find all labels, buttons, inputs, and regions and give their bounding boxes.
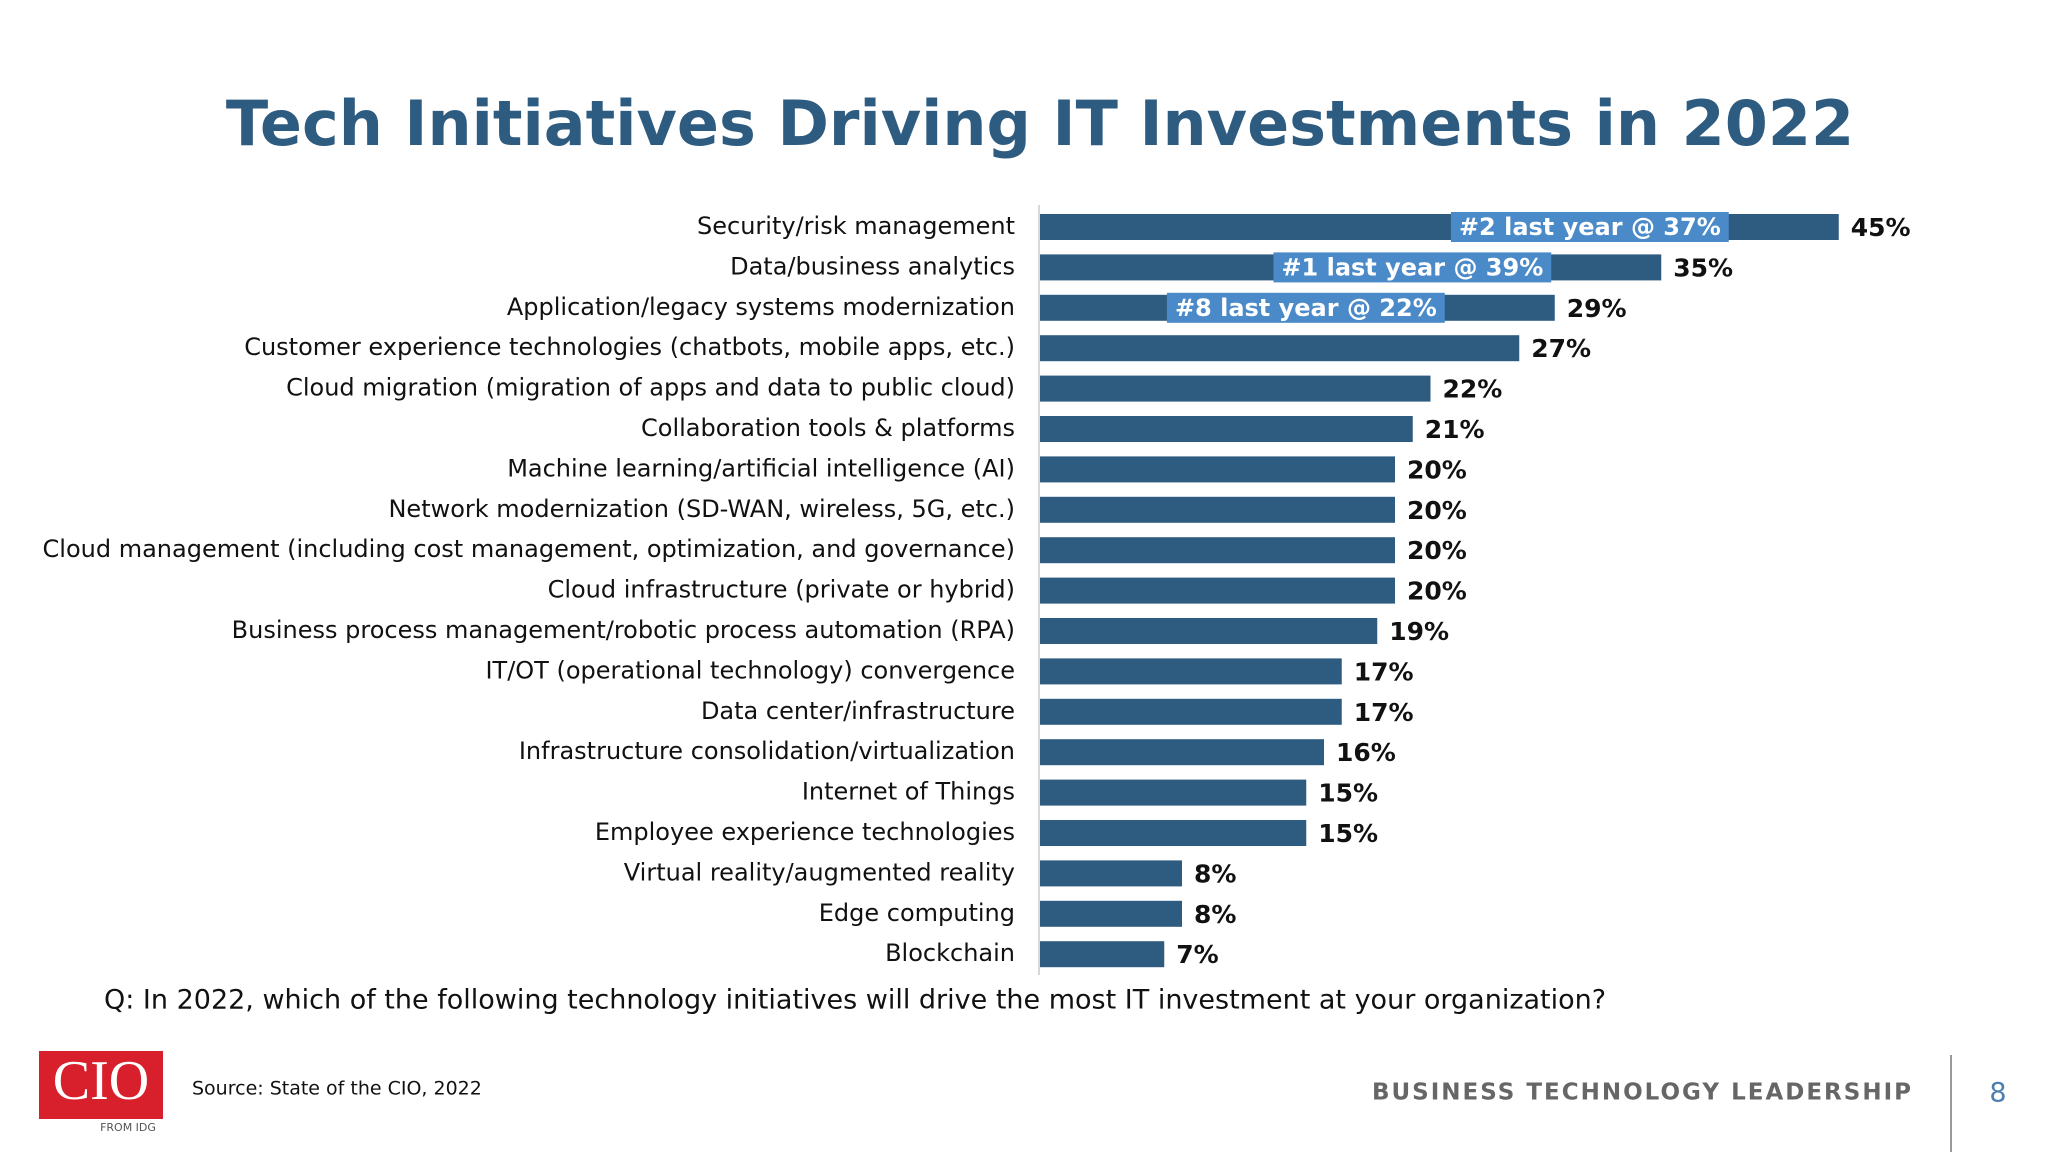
category-label: Cloud management (including cost managem… <box>43 535 1015 563</box>
bar <box>1040 496 1395 523</box>
category-label: Internet of Things <box>802 778 1015 806</box>
value-label: 45% <box>1851 213 1911 242</box>
value-label: 20% <box>1407 455 1467 484</box>
category-label: Machine learning/artificial intelligence… <box>507 454 1015 482</box>
value-label: 16% <box>1336 738 1396 767</box>
value-label: 7% <box>1176 940 1218 969</box>
value-label: 21% <box>1425 415 1485 444</box>
value-label: 27% <box>1531 334 1591 363</box>
category-label: Employee experience technologies <box>595 818 1015 846</box>
bar <box>1040 860 1182 887</box>
bar <box>1040 739 1324 766</box>
bar <box>1040 416 1413 442</box>
value-label: 8% <box>1194 900 1236 929</box>
bar <box>1040 335 1520 362</box>
category-label: Network modernization (SD-WAN, wireless,… <box>388 495 1015 523</box>
category-label: Collaboration tools & platforms <box>641 414 1015 442</box>
bar <box>1040 698 1342 725</box>
category-label: Virtual reality/augmented reality <box>624 858 1015 886</box>
category-label: Cloud infrastructure (private or hybrid) <box>548 576 1015 604</box>
source: Source: State of the CIO, 2022 <box>192 1078 482 1100</box>
annotation: #8 last year @ 22% <box>1175 294 1437 322</box>
bar <box>1040 941 1165 968</box>
annotation-box <box>1273 252 1552 283</box>
chart-title: Tech Initiatives Driving IT Investments … <box>226 87 1854 160</box>
category-label: Infrastructure consolidation/virtualizat… <box>519 737 1015 765</box>
bar <box>1040 900 1182 927</box>
category-label: Blockchain <box>885 939 1015 967</box>
category-label: Edge computing <box>819 899 1015 927</box>
value-label: 20% <box>1407 536 1467 565</box>
value-label: 35% <box>1673 253 1733 282</box>
category-label: Data/business analytics <box>730 252 1015 280</box>
category-label: Cloud migration (migration of apps and d… <box>286 374 1015 402</box>
value-label: 8% <box>1194 859 1236 888</box>
bar <box>1040 375 1431 402</box>
bar <box>1040 820 1307 846</box>
tagline: BUSINESS TECHNOLOGY LEADERSHIP <box>1372 1080 1913 1106</box>
bar <box>1040 577 1395 604</box>
value-label: 20% <box>1407 496 1467 525</box>
logo-box <box>39 1051 163 1119</box>
category-label: Business process management/robotic proc… <box>232 616 1015 644</box>
value-label: 19% <box>1389 617 1449 646</box>
bar <box>1040 779 1307 806</box>
bar <box>1040 618 1378 644</box>
category-label: Customer experience technologies (chatbo… <box>244 333 1015 361</box>
category-label: IT/OT (operational technology) convergen… <box>485 656 1015 684</box>
value-label: 20% <box>1407 577 1467 606</box>
value-label: 15% <box>1318 779 1378 808</box>
value-label: 29% <box>1567 294 1627 323</box>
category-label: Security/risk management <box>697 212 1015 240</box>
page-number: 8 <box>1989 1078 2006 1109</box>
value-label: 22% <box>1443 375 1503 404</box>
annotation: #1 last year @ 39% <box>1281 253 1543 281</box>
annotation-box <box>1166 292 1445 323</box>
annotation-box <box>1450 212 1729 242</box>
annotation: #2 last year @ 37% <box>1459 213 1721 241</box>
bar <box>1040 537 1395 564</box>
value-label: 17% <box>1354 698 1414 727</box>
value-label: 15% <box>1318 819 1378 848</box>
logo-sub: FROM IDG <box>100 1121 156 1134</box>
category-label: Application/legacy systems modernization <box>507 293 1015 321</box>
bar <box>1040 456 1395 483</box>
category-label: Data center/infrastructure <box>701 697 1015 725</box>
value-label: 17% <box>1354 657 1414 686</box>
question: Q: In 2022, which of the following techn… <box>104 985 1606 1016</box>
bar <box>1040 658 1342 685</box>
logo: CIO <box>53 1050 149 1112</box>
